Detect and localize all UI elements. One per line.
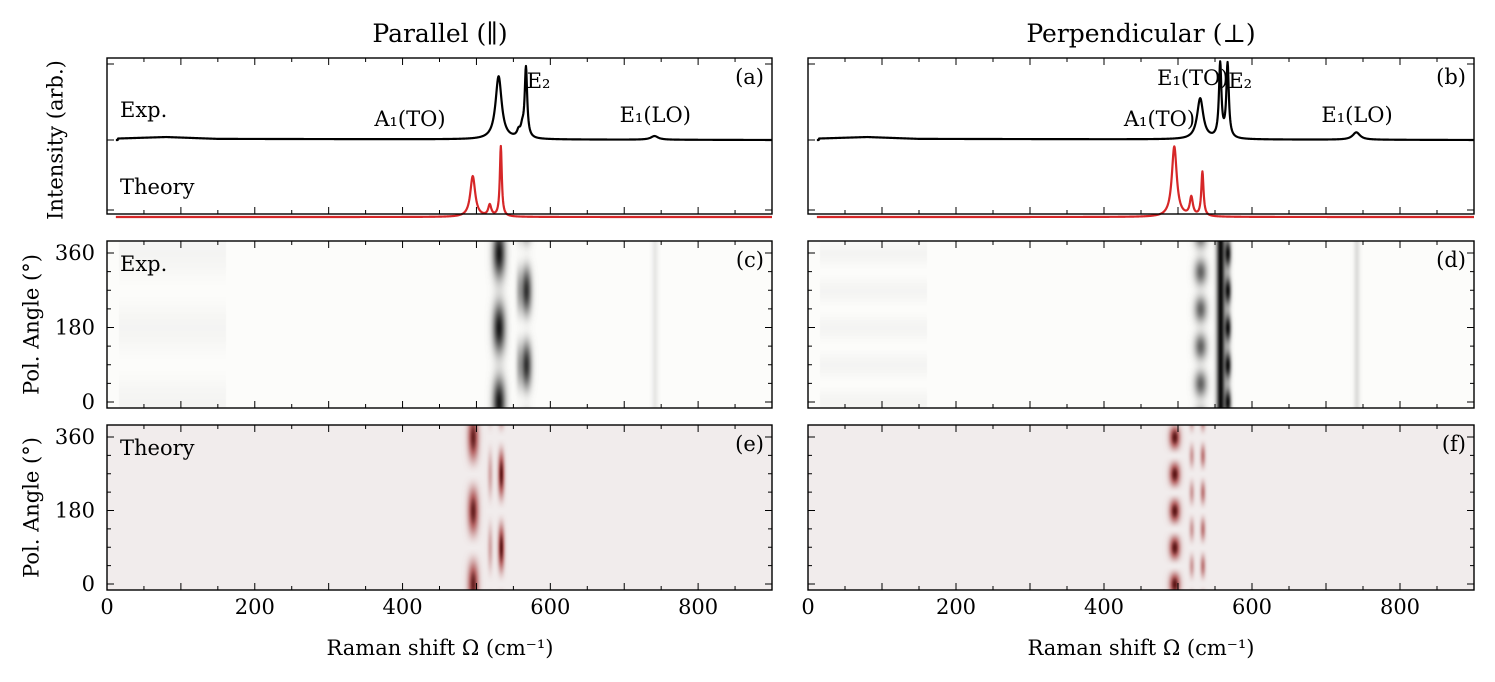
- panel-b-series-theory: [816, 145, 1475, 219]
- panel-a-annotation: E₁(LO): [620, 103, 691, 127]
- xtick-label: 400: [383, 595, 423, 619]
- xtick-label: 0: [801, 595, 814, 619]
- panel-c-label: (c): [736, 248, 764, 272]
- panel-b-frame: [807, 57, 1475, 215]
- panel-e-label: (e): [735, 432, 764, 456]
- panel-b-annotation: E₁(TO): [1157, 66, 1228, 90]
- map-exp-ylabel: Pol. Angle (°): [20, 254, 44, 395]
- xtick-label: 800: [1380, 595, 1420, 619]
- panel-f-label: (f): [1442, 432, 1466, 456]
- panel-d-heatmap: [808, 241, 1474, 408]
- panel-c-series-label: Exp.: [120, 252, 167, 276]
- panel-e-heatmap: [107, 425, 772, 590]
- panel-b-annotation: E₁(LO): [1321, 103, 1392, 127]
- panel-b-label: (b): [1436, 65, 1466, 89]
- panel-c-ytick-label: 180: [55, 316, 95, 340]
- panel-a-series-theory: [115, 144, 773, 219]
- panel-a-label: (a): [735, 65, 764, 89]
- xtick-label: 600: [530, 595, 570, 619]
- xtick-label: 600: [1232, 595, 1272, 619]
- xtick-label: 200: [936, 595, 976, 619]
- spectra-ylabel: Intensity (arb.): [44, 60, 68, 220]
- panel-b-series-exp: [816, 60, 1475, 142]
- map-theory-ylabel: Pol. Angle (°): [20, 437, 44, 578]
- xtick-label: 200: [235, 595, 275, 619]
- xlabel-0: Raman shift Ω (cm⁻¹): [326, 636, 553, 660]
- panel-c-ytick-label: 360: [55, 241, 95, 265]
- panel-b-annotation: E₂: [1228, 69, 1252, 93]
- panel-a-annotation: A₁(TO): [373, 107, 445, 131]
- panel-e-ytick-label: 360: [55, 425, 95, 449]
- column-title-parallel: Parallel (∥): [372, 19, 507, 48]
- column-title-perpendicular: Perpendicular (⊥): [1026, 19, 1255, 48]
- panel-a-annotation: E₂: [527, 69, 551, 93]
- panel-e-ytick-label: 180: [55, 499, 95, 523]
- xtick-label: 800: [678, 595, 718, 619]
- panel-a-series-exp: [115, 64, 773, 142]
- panel-c-ytick-label: 0: [82, 390, 95, 414]
- panel-d-label: (d): [1436, 248, 1466, 272]
- xlabel-1: Raman shift Ω (cm⁻¹): [1027, 636, 1254, 660]
- panel-e-ytick-label: 0: [82, 572, 95, 596]
- panel-c-heatmap: [107, 241, 772, 408]
- panel-a-frame: [106, 57, 773, 215]
- panel-a-exp-label: Exp.: [120, 98, 167, 122]
- panel-f-heatmap: [808, 425, 1474, 590]
- xtick-label: 400: [1084, 595, 1124, 619]
- xtick-label: 0: [100, 595, 113, 619]
- panel-e-series-label: Theory: [120, 436, 195, 460]
- panel-b-annotation: A₁(TO): [1123, 107, 1195, 131]
- panel-a-theory-label: Theory: [120, 175, 195, 199]
